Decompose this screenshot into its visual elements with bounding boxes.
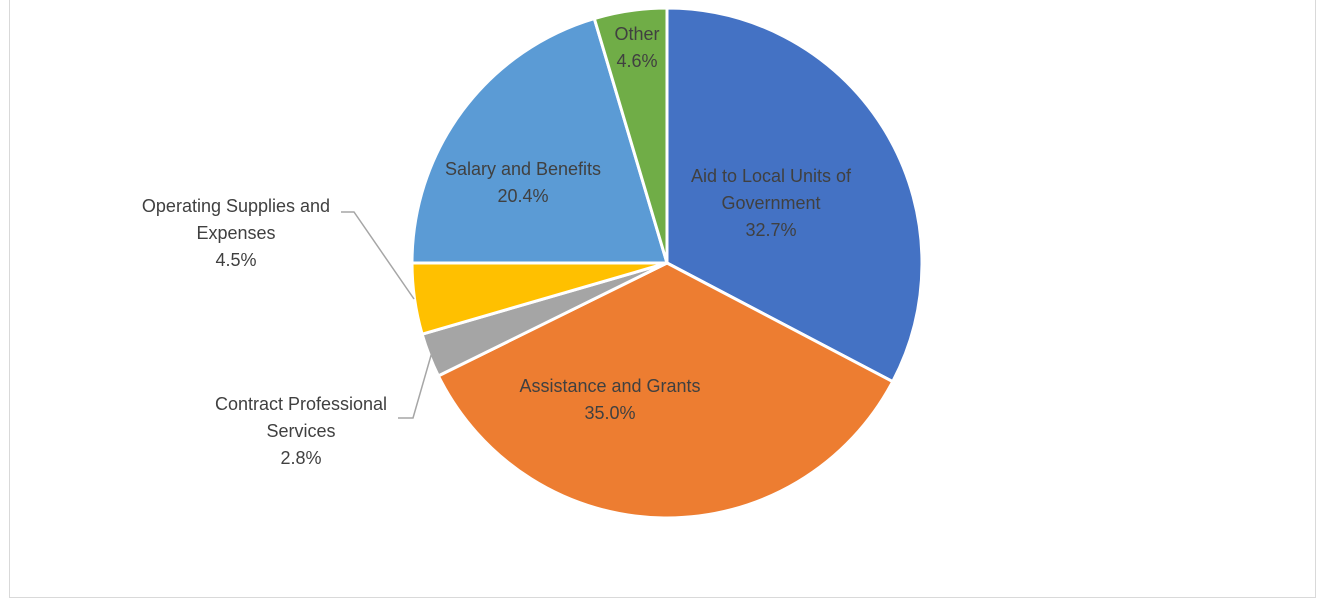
slice-name-label: Contract Professional	[215, 394, 387, 414]
slice-value-label: 32.7%	[745, 220, 796, 240]
slice-label-5: Salary and Benefits 20.4%	[445, 159, 601, 206]
slice-name-label: Salary and Benefits	[445, 159, 601, 179]
slice-value-label: 20.4%	[497, 186, 548, 206]
slice-name-label: Services	[266, 421, 335, 441]
slice-name-label: Aid to Local Units of	[691, 166, 852, 186]
slice-label-4: Operating Supplies and Expenses 4.5%	[142, 196, 330, 270]
slice-name-label: Assistance and Grants	[519, 376, 700, 396]
slice-name-label: Government	[721, 193, 820, 213]
slice-name-label: Expenses	[196, 223, 275, 243]
pie-slice-2	[436, 261, 895, 520]
slice-value-label: 4.6%	[616, 51, 657, 71]
slice-name-label: Operating Supplies and	[142, 196, 330, 216]
pie-slices	[410, 6, 924, 520]
slice-label-1: Aid to Local Units of Government 32.7%	[691, 166, 852, 240]
slice-label-3: Contract Professional Services 2.8%	[215, 394, 387, 468]
slice-label-2: Assistance and Grants 35.0%	[519, 376, 700, 423]
pie-slice-1	[665, 6, 924, 384]
slice-value-label: 2.8%	[280, 448, 321, 468]
leader-lines	[341, 211, 433, 419]
pie-slice-6	[592, 6, 669, 265]
slice-value-label: 35.0%	[584, 403, 635, 423]
leader-line-3	[398, 351, 433, 419]
leader-line-4	[341, 211, 415, 300]
slice-name-label: Other	[614, 24, 659, 44]
slice-labels: Aid to Local Units of Government 32.7% Assi…	[142, 24, 852, 468]
slice-value-label: 4.5%	[215, 250, 256, 270]
pie-slice-5	[410, 17, 669, 265]
slice-label-6: Other 4.6%	[614, 24, 659, 71]
pie-chart: Aid to Local Units of Government 32.7% Assi…	[142, 6, 924, 520]
